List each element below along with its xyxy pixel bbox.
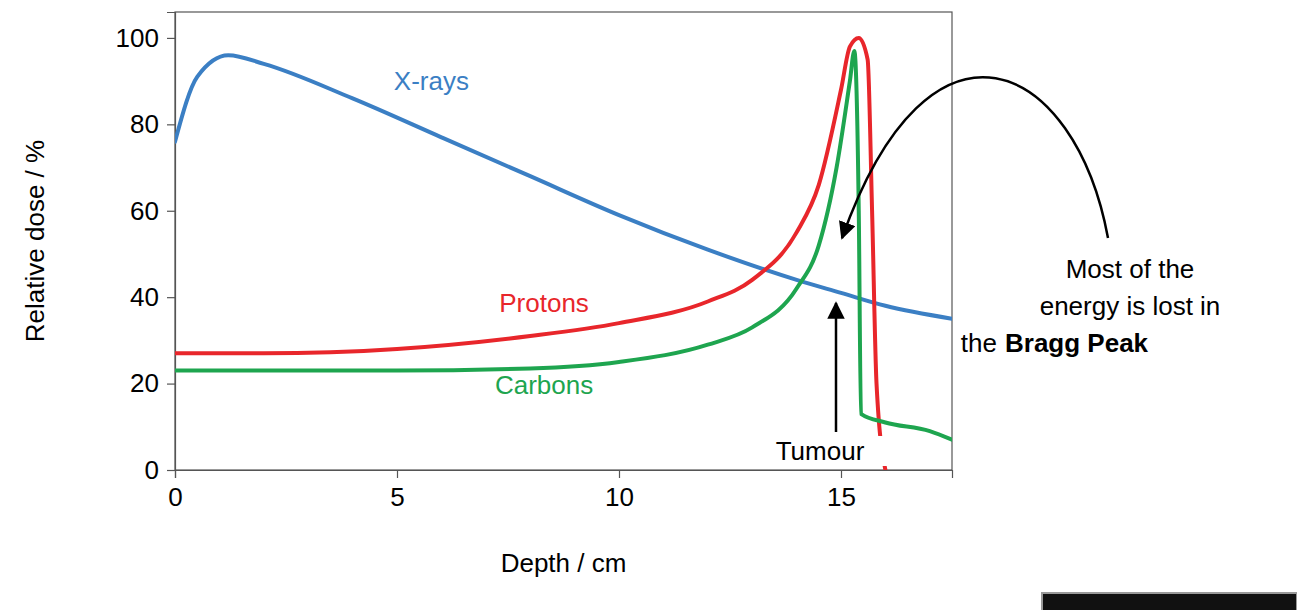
- x-axis: 0 5 10 15: [168, 470, 952, 512]
- bragg-label-line: Most of the: [1066, 254, 1195, 284]
- y-tick-label: 100: [116, 23, 159, 53]
- y-tick: 60: [130, 196, 175, 226]
- y-tick: 80: [130, 109, 175, 139]
- bragg-label: Most of the energy is lost in the Bragg Pea…: [961, 254, 1220, 358]
- bragg-label-bold: Bragg Peak: [1005, 328, 1149, 358]
- series-label: X-rays: [394, 66, 469, 96]
- x-tick: 5: [390, 470, 404, 512]
- annotations: Tumour Most of the energy is lost in the Bra…: [770, 77, 1220, 466]
- x-tick: 15: [827, 470, 856, 512]
- tumour-label-ground: [770, 436, 894, 466]
- bragg-arrow: [842, 77, 1108, 238]
- series-label: Carbons: [495, 370, 593, 400]
- tumour-label: Tumour: [776, 436, 865, 466]
- bragg-label-line: the: [961, 328, 997, 358]
- y-tick: 0: [145, 455, 175, 485]
- lines: [175, 38, 952, 470]
- x-tick-label: 5: [390, 482, 404, 512]
- y-tick-mark: [167, 38, 175, 39]
- y-tick-label: 80: [130, 109, 159, 139]
- y-tick-label: 60: [130, 196, 159, 226]
- y-tick: 20: [130, 368, 175, 398]
- series-line: [175, 38, 885, 470]
- y-tick-mark: [167, 211, 175, 212]
- chart: 0 5 10 15 0 20 40 60 80 100 X-rays Protons Carbons De…: [0, 0, 1297, 610]
- y-axis: 0 20 40 60 80 100: [116, 13, 176, 485]
- x-tick-label: 0: [168, 482, 182, 512]
- x-tick-label: 15: [827, 482, 856, 512]
- y-axis-title: Relative dose / %: [20, 140, 50, 342]
- plot-frame: [175, 12, 952, 470]
- y-tick-mark: [167, 124, 175, 125]
- series-line: [175, 51, 952, 440]
- x-tick-mark: [841, 470, 842, 478]
- x-tick: 10: [605, 470, 634, 512]
- x-axis-title: Depth / cm: [501, 548, 627, 578]
- y-tick-label: 0: [145, 455, 159, 485]
- x-tick-mark: [619, 470, 620, 478]
- x-tick-mark: [397, 470, 398, 478]
- x-tick-mark: [175, 470, 176, 478]
- series-label: Protons: [499, 288, 589, 318]
- x-tick-label: 10: [605, 482, 634, 512]
- series-line: [175, 55, 952, 319]
- x-axis-line: [176, 471, 953, 479]
- plot: 0 5 10 15 0 20 40 60 80 100 X-rays Protons Carbons: [116, 12, 953, 512]
- y-axis-line: [167, 13, 176, 471]
- bragg-label-line: energy is lost in: [1040, 291, 1221, 321]
- y-tick-mark: [167, 383, 175, 384]
- tumour-arrow: [835, 303, 838, 432]
- y-tick-label: 20: [130, 368, 159, 398]
- y-tick-label: 40: [130, 282, 159, 312]
- y-tick: 40: [130, 282, 175, 312]
- y-tick: 100: [116, 23, 175, 53]
- y-tick-mark: [167, 297, 175, 298]
- x-tick: 0: [168, 470, 182, 512]
- image-fragment: [1042, 593, 1297, 610]
- y-tick-mark: [167, 470, 175, 471]
